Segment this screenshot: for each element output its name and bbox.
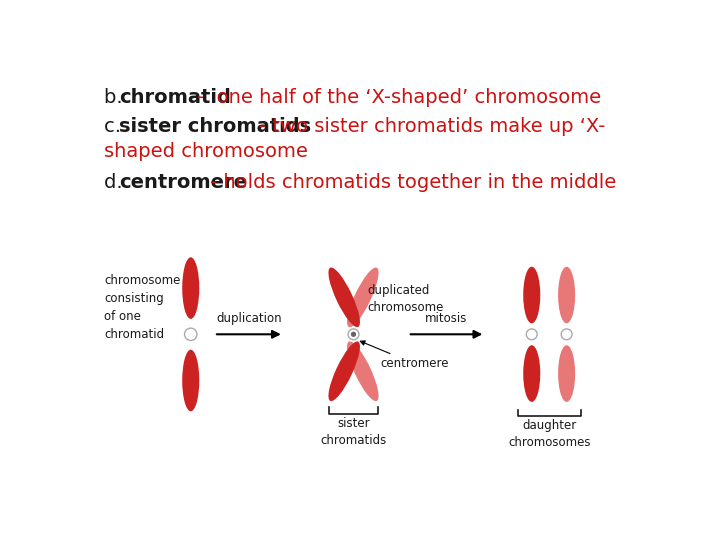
Text: sister
chromatids: sister chromatids: [320, 417, 387, 447]
Ellipse shape: [523, 345, 540, 402]
Text: sister chromatids: sister chromatids: [120, 117, 312, 136]
Ellipse shape: [347, 341, 379, 401]
Text: -  one half of the ‘X-shaped’ chromosome: - one half of the ‘X-shaped’ chromosome: [197, 88, 601, 107]
Circle shape: [351, 333, 356, 336]
Text: c.: c.: [104, 117, 127, 136]
Ellipse shape: [347, 267, 379, 327]
Text: mitosis: mitosis: [426, 312, 468, 325]
Text: centromere: centromere: [360, 341, 449, 370]
Ellipse shape: [328, 267, 360, 327]
Ellipse shape: [328, 341, 360, 401]
Text: chromosome
consisting
of one
chromatid: chromosome consisting of one chromatid: [104, 274, 180, 341]
Text: - two sister chromatids make up ‘X-: - two sister chromatids make up ‘X-: [259, 117, 606, 136]
Text: shaped chromosome: shaped chromosome: [104, 142, 308, 161]
Text: d.: d.: [104, 173, 129, 192]
Ellipse shape: [182, 257, 199, 319]
Text: daughter
chromosomes: daughter chromosomes: [508, 419, 590, 449]
Text: duplicated
chromosome: duplicated chromosome: [367, 284, 444, 314]
Text: duplication: duplication: [216, 312, 282, 325]
Text: chromatid: chromatid: [120, 88, 231, 107]
Circle shape: [561, 329, 572, 340]
Text: b.: b.: [104, 88, 129, 107]
Ellipse shape: [558, 345, 575, 402]
Ellipse shape: [182, 350, 199, 411]
Text: centromere: centromere: [120, 173, 248, 192]
Circle shape: [348, 329, 359, 340]
Circle shape: [184, 328, 197, 340]
Text: - holds chromatids together in the middle: - holds chromatids together in the middl…: [210, 173, 616, 192]
Ellipse shape: [558, 267, 575, 323]
Ellipse shape: [523, 267, 540, 323]
Circle shape: [526, 329, 537, 340]
